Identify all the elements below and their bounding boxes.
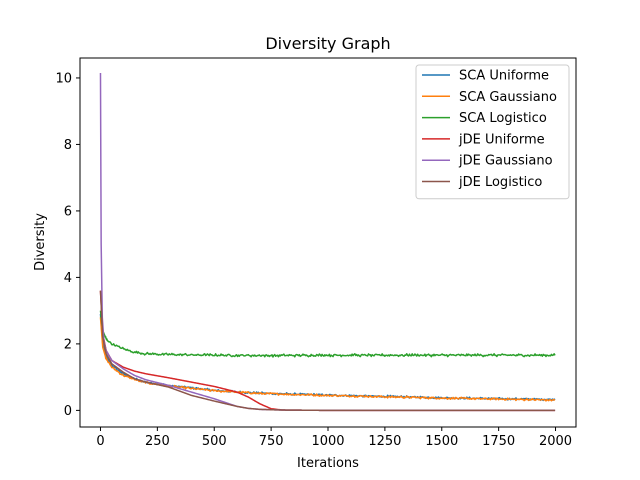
x-tick-label: 750 [259,434,284,449]
y-tick-label: 8 [64,138,72,153]
legend-label-3: jDE Uniforme [458,132,545,147]
x-tick-label: 1750 [482,434,515,449]
x-tick-label: 250 [145,434,170,449]
legend-label-4: jDE Gaussiano [458,154,553,169]
series-line-5 [99,290,556,412]
y-axis-label: Diversity [33,213,48,271]
y-tick-label: 0 [64,404,72,419]
x-tick-label: 1250 [368,434,401,449]
x-tick-label: 500 [202,434,227,449]
plot-area [99,72,556,412]
legend: SCA Uniforme SCA Gaussiano SCA Logistico jD… [415,64,570,200]
x-tick-label: 1500 [425,434,458,449]
chart-title: Diversity Graph [265,34,390,53]
legend-label-2: SCA Logistico [459,111,547,126]
legend-label-5: jDE Logistico [458,175,542,190]
y-tick-label: 6 [64,204,72,219]
legend-label-1: SCA Gaussiano [459,90,557,105]
legend-box [415,64,570,200]
y-tick-label: 2 [64,337,72,352]
series-line-2 [99,310,556,358]
x-tick-label: 0 [96,434,104,449]
y-tick-label: 4 [64,271,72,286]
x-axis-ticks: 0 250 500 750 1000 1250 1500 1750 2000 [96,427,572,449]
y-axis-ticks: 0 2 4 6 8 10 [55,71,80,419]
x-tick-label: 2000 [539,434,572,449]
x-axis-label: Iterations [297,456,359,471]
y-tick-label: 10 [55,71,72,86]
legend-label-0: SCA Uniforme [459,69,549,84]
x-tick-label: 1000 [311,434,344,449]
